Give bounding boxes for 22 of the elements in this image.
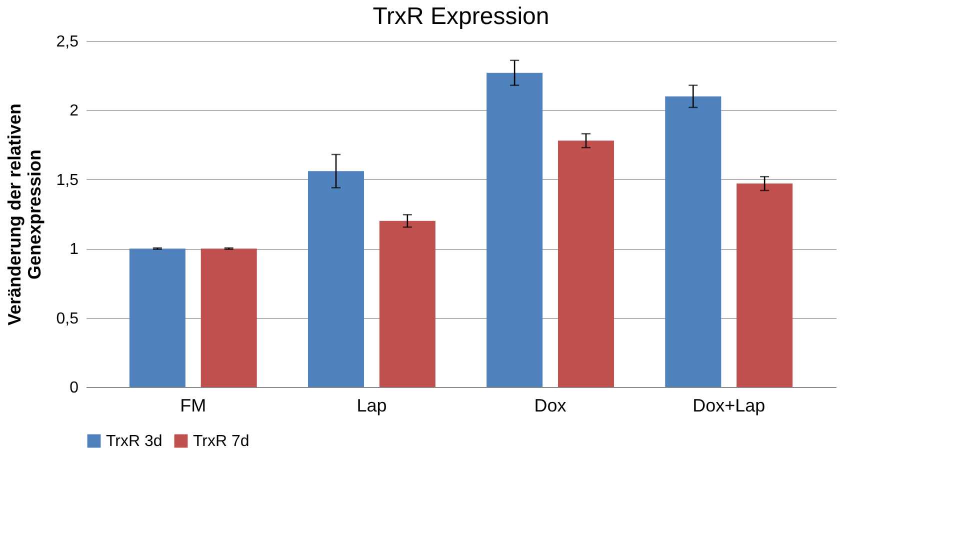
- x-tick-label: FM: [180, 396, 206, 416]
- y-tick-label: 2: [70, 102, 79, 120]
- y-tick-label: 0,5: [56, 310, 79, 328]
- legend-label: TrxR 3d: [106, 433, 162, 450]
- bar: [486, 72, 543, 387]
- x-tick-label: Dox+Lap: [692, 396, 766, 416]
- bar: [379, 220, 436, 387]
- y-tick-label: 1: [70, 241, 79, 258]
- x-tick-label: Lap: [356, 396, 387, 416]
- bar: [308, 171, 364, 387]
- y-tick-label: 1,5: [56, 172, 79, 189]
- bar: [665, 96, 722, 387]
- bar: [129, 248, 186, 387]
- bar: [736, 184, 793, 387]
- chart-title: TrxR Expression: [372, 3, 550, 30]
- bar: [200, 248, 257, 387]
- x-tick-label: Dox: [534, 396, 566, 416]
- legend-label: TrxR 7d: [193, 433, 250, 450]
- bar: [558, 140, 614, 387]
- y-tick-label: 2,5: [56, 34, 79, 50]
- y-tick-label: 0: [70, 380, 79, 396]
- y-axis-title: Veränderung der relativen Genexpression: [4, 103, 44, 326]
